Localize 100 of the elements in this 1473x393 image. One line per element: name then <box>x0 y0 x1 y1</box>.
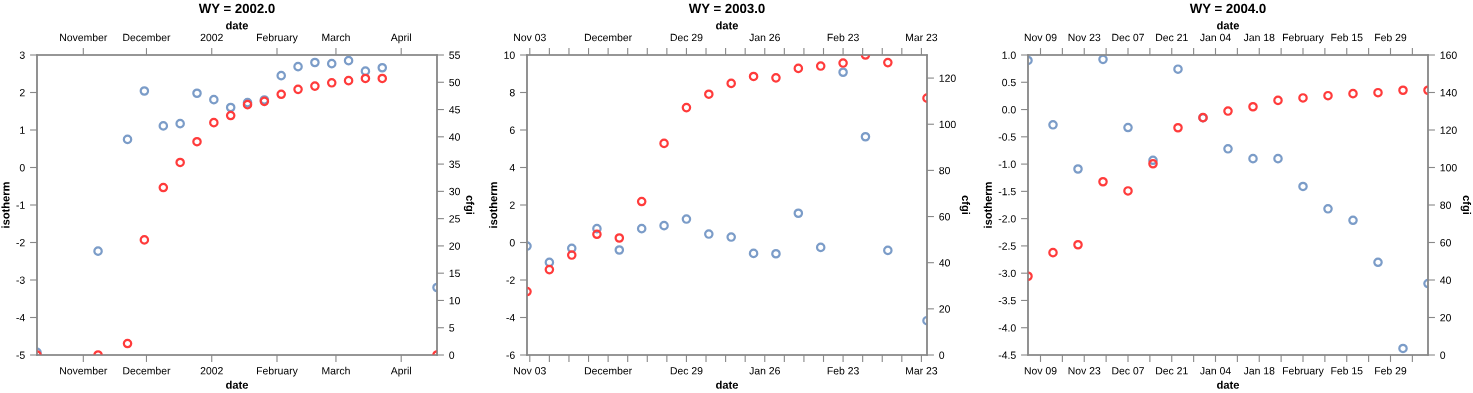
y2-tick-label: 80 <box>939 166 950 175</box>
x2-axis-title: date <box>716 21 739 30</box>
y2-tick-label: 55 <box>449 51 460 59</box>
x-tick-label: February <box>257 366 298 377</box>
x-tick-label: Dec 07 <box>1112 367 1144 375</box>
x2-axis-title: date <box>1217 21 1240 30</box>
x2-tick-label: February <box>1283 33 1324 44</box>
y-tick-label: 8 <box>509 89 515 97</box>
x2-tick-label: April <box>390 33 411 44</box>
x-tick-label: Dec 29 <box>670 367 703 375</box>
y2-tick-label: 0 <box>449 351 455 359</box>
y2-tick-label: 20 <box>939 305 950 313</box>
y-tick-label: 0.0 <box>1002 106 1016 114</box>
y2-tick-label: 40 <box>449 133 460 141</box>
x2-tick-label: December <box>584 33 632 42</box>
chart-title: WY = 2002.0 <box>198 3 275 14</box>
x-tick-label: Nov 03 <box>514 367 546 375</box>
x-tick-label: Nov 23 <box>1068 367 1101 375</box>
x2-tick-label: Jan 18 <box>1243 33 1275 42</box>
y2-tick-label: 40 <box>939 259 950 267</box>
y2-axis-title: cfgi <box>959 195 971 215</box>
y-tick-label: -1.5 <box>998 187 1016 196</box>
x2-tick-label: Dec 21 <box>1156 33 1188 42</box>
x2-tick-label: Jan 04 <box>1200 33 1231 42</box>
y2-tick-label: 120 <box>1440 126 1457 134</box>
y2-tick-label: 25 <box>449 215 460 223</box>
x2-tick-label: Dec 07 <box>1112 33 1144 42</box>
y-tick-label: -3 <box>16 276 25 284</box>
y2-axis-title: cfgi <box>1460 195 1472 215</box>
x-tick-label: February <box>1283 366 1324 377</box>
y2-axis-title: cfgi <box>463 195 475 215</box>
y-tick-label: -3.5 <box>998 296 1016 305</box>
y2-tick-label: 0 <box>939 351 945 359</box>
x-tick-label: Nov 09 <box>1024 367 1057 375</box>
x-tick-label: Jan 26 <box>749 367 780 375</box>
x-axis-title: date <box>716 380 739 389</box>
y2-tick-label: 120 <box>939 74 956 82</box>
x-tick-label: 2002 <box>200 367 223 375</box>
x2-tick-label: March <box>322 33 350 42</box>
y-tick-label: -4.0 <box>998 324 1016 332</box>
x2-axis-title: date <box>226 21 249 30</box>
x2-tick-label: November <box>60 33 108 42</box>
x-axis-title: date <box>1217 380 1240 389</box>
y2-tick-label: 60 <box>939 213 950 221</box>
y-tick-label: 2 <box>19 89 25 97</box>
y-tick-label: 2 <box>509 201 515 209</box>
y-tick-label: 3 <box>19 51 25 59</box>
x-tick-label: Feb 23 <box>827 366 859 375</box>
y-tick-label: -2 <box>16 239 25 247</box>
x-tick-label: Feb 29 <box>1375 366 1407 375</box>
x-tick-label: April <box>390 366 411 377</box>
y-tick-label: 0 <box>19 164 25 172</box>
x-tick-label: Mar 23 <box>906 367 938 375</box>
y2-tick-label: 20 <box>449 242 460 250</box>
x2-tick-label: Nov 09 <box>1024 33 1057 42</box>
y2-tick-label: 20 <box>1440 314 1451 322</box>
y-tick-label: -1.0 <box>998 160 1016 168</box>
y2-tick-label: 160 <box>1440 51 1457 59</box>
y2-tick-label: 10 <box>449 296 460 305</box>
y-axis-title: isotherm <box>983 182 992 228</box>
y-tick-label: 0.5 <box>1002 78 1016 87</box>
x-tick-label: Feb 15 <box>1331 366 1363 375</box>
y-tick-label: -3.0 <box>998 269 1016 278</box>
y2-tick-label: 100 <box>1440 164 1457 172</box>
y-tick-label: -2 <box>506 276 515 284</box>
x-tick-label: Dec 21 <box>1156 367 1188 375</box>
y2-tick-label: 5 <box>449 324 455 332</box>
y-tick-label: -2.5 <box>998 242 1016 250</box>
y-tick-label: 0 <box>509 239 515 247</box>
y2-tick-label: 30 <box>449 187 460 196</box>
x2-tick-label: Mar 23 <box>906 33 938 42</box>
y2-tick-label: 45 <box>449 106 460 114</box>
y2-tick-label: 60 <box>1440 239 1451 247</box>
y-tick-label: -2.0 <box>998 215 1016 223</box>
y2-tick-label: 80 <box>1440 201 1451 209</box>
chart-title: WY = 2003.0 <box>688 3 765 14</box>
x-tick-label: December <box>584 366 632 375</box>
y2-tick-label: 40 <box>1440 276 1451 284</box>
x2-tick-label: Nov 03 <box>514 33 546 42</box>
y-tick-label: -0.5 <box>998 133 1016 141</box>
y2-tick-label: 15 <box>449 269 460 278</box>
y-tick-label: 1.0 <box>1002 51 1016 59</box>
y-tick-label: -6 <box>506 351 515 359</box>
y2-tick-label: 0 <box>1440 351 1446 359</box>
y2-tick-label: 100 <box>939 120 956 129</box>
x-tick-label: Jan 04 <box>1200 367 1231 375</box>
y-tick-label: 10 <box>504 51 515 59</box>
x2-tick-label: February <box>257 33 298 44</box>
x2-tick-label: December <box>123 33 171 42</box>
y2-tick-label: 50 <box>449 78 460 87</box>
x2-tick-label: Feb 15 <box>1331 33 1363 42</box>
x-tick-label: November <box>60 366 108 375</box>
y-tick-label: -4.5 <box>998 351 1016 359</box>
y-tick-label: 6 <box>509 126 515 134</box>
x-tick-label: December <box>123 366 171 375</box>
y-tick-label: -5 <box>16 351 25 359</box>
y-tick-label: -1 <box>16 201 25 209</box>
x2-tick-label: Feb 29 <box>1375 33 1407 42</box>
y2-tick-label: 35 <box>449 160 460 168</box>
x2-tick-label: Jan 26 <box>749 33 780 42</box>
